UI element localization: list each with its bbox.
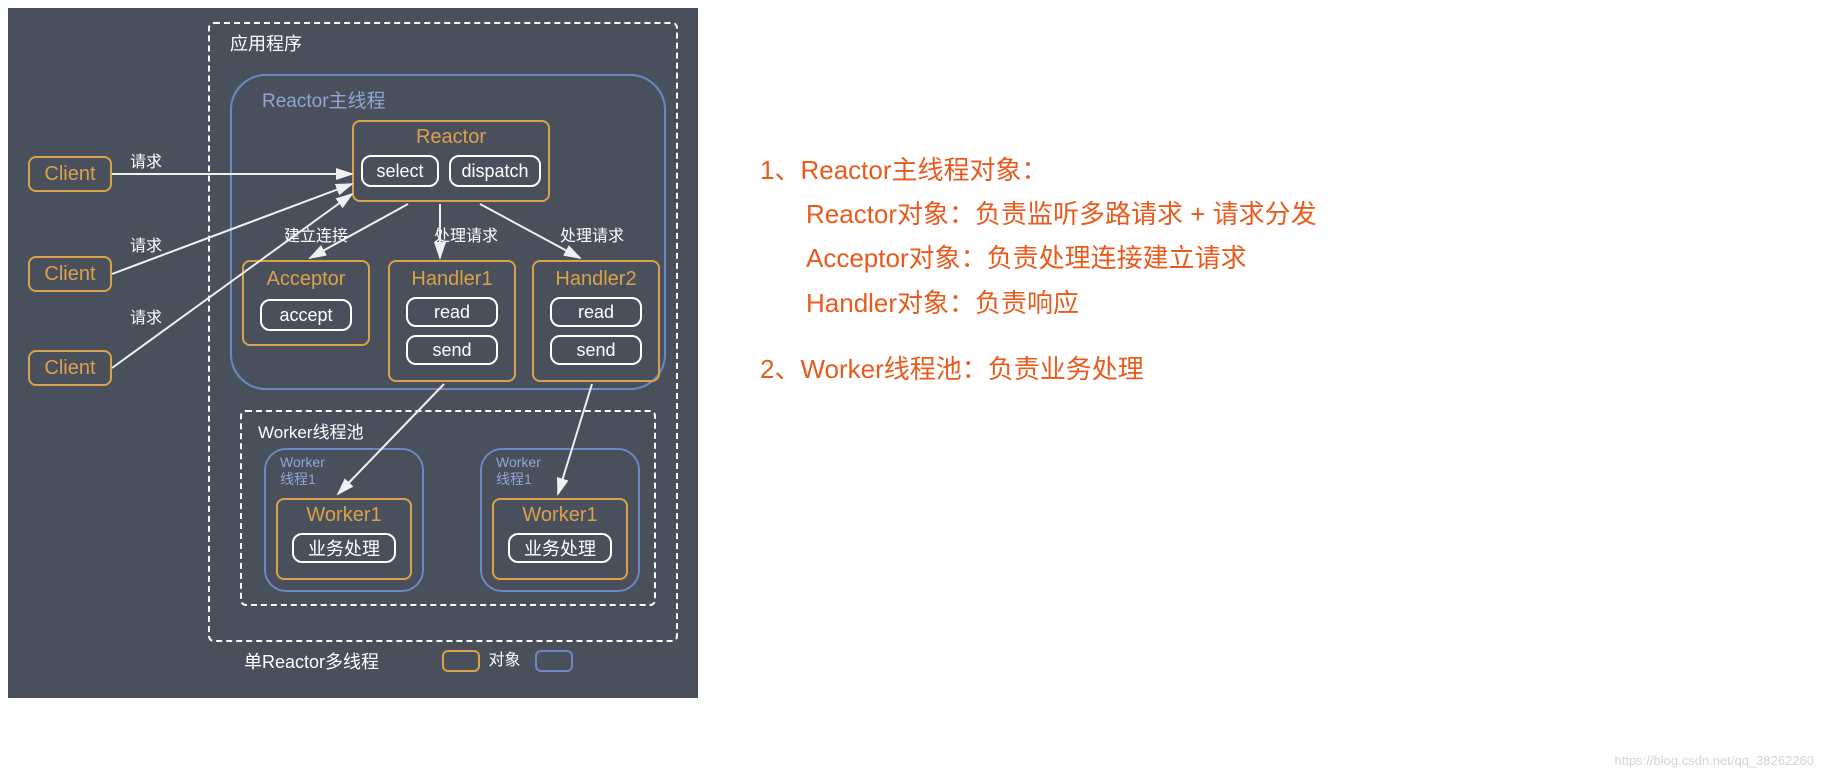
handler2-title: Handler2	[555, 268, 636, 291]
client-3-label: Client	[44, 357, 95, 380]
diagram-panel: Client Client Client 请求 请求 请求 应用程序 React…	[8, 8, 698, 698]
reactor-op-select: select	[361, 155, 439, 187]
edge-label-req-2: 请求	[130, 232, 162, 256]
note-line-1b: Acceptor对象：负责处理连接建立请求	[760, 236, 1317, 280]
edge-label-connect: 建立连接	[284, 222, 348, 246]
legend-blue-chip	[535, 650, 573, 672]
client-2: Client	[28, 256, 112, 292]
acceptor-object: Acceptor accept	[242, 260, 370, 346]
worker1-op-label: 业务处理	[308, 535, 380, 561]
edge-label-req-1: 请求	[130, 148, 162, 172]
edge-label-handle1: 处理请求	[434, 222, 498, 246]
legend: 对象	[442, 646, 573, 672]
handler2-op-send: send	[550, 335, 642, 365]
edge-label-req-3: 请求	[130, 304, 162, 328]
handler2-object: Handler2 read send	[532, 260, 660, 382]
notes-block: 1、Reactor主线程对象： Reactor对象：负责监听多路请求 + 请求分…	[760, 148, 1317, 391]
reactor-object: Reactor select dispatch	[352, 120, 550, 202]
watermark: https://blog.csdn.net/qq_38262260	[1615, 753, 1815, 768]
worker1-title: Worker1	[306, 504, 381, 527]
worker2-op: 业务处理	[508, 533, 612, 563]
reactor-op-dispatch: dispatch	[449, 155, 541, 187]
legend-orange-label: 对象	[488, 652, 520, 669]
reactor-title: Reactor	[416, 126, 486, 149]
handler1-op-send: send	[406, 335, 498, 365]
worker2-title: Worker1	[522, 504, 597, 527]
acceptor-op-accept: accept	[260, 299, 352, 331]
acceptor-op-accept-label: accept	[279, 305, 332, 326]
footer-caption: 单Reactor多线程	[244, 648, 379, 674]
client-1: Client	[28, 156, 112, 192]
note-line-1c: Handler对象：负责响应	[760, 281, 1317, 325]
reactor-op-dispatch-label: dispatch	[461, 161, 528, 182]
legend-orange-chip	[442, 650, 480, 672]
note-line-1: 1、Reactor主线程对象：	[760, 148, 1317, 192]
client-3: Client	[28, 350, 112, 386]
handler1-op-send-label: send	[432, 340, 471, 361]
worker-thread-1-label: Worker 线程1	[280, 454, 325, 488]
note-line-1a: Reactor对象：负责监听多路请求 + 请求分发	[760, 192, 1317, 236]
handler1-object: Handler1 read send	[388, 260, 516, 382]
note-line-2: 2、Worker线程池：负责业务处理	[760, 347, 1317, 391]
reactor-op-select-label: select	[376, 161, 423, 182]
worker2-object: Worker1 业务处理	[492, 498, 628, 580]
client-1-label: Client	[44, 163, 95, 186]
worker-pool-title: Worker线程池	[258, 418, 363, 443]
worker1-object: Worker1 业务处理	[276, 498, 412, 580]
client-2-label: Client	[44, 263, 95, 286]
app-title: 应用程序	[230, 30, 302, 56]
reactor-main-thread-title: Reactor主线程	[262, 86, 386, 113]
handler1-op-read-label: read	[434, 302, 470, 323]
handler2-op-send-label: send	[576, 340, 615, 361]
worker-thread-2-label: Worker 线程1	[496, 454, 541, 488]
handler1-op-read: read	[406, 297, 498, 327]
handler2-op-read: read	[550, 297, 642, 327]
worker1-op: 业务处理	[292, 533, 396, 563]
edge-label-handle2: 处理请求	[560, 222, 624, 246]
handler1-title: Handler1	[411, 268, 492, 291]
worker2-op-label: 业务处理	[524, 535, 596, 561]
acceptor-title: Acceptor	[267, 268, 346, 291]
handler2-op-read-label: read	[578, 302, 614, 323]
